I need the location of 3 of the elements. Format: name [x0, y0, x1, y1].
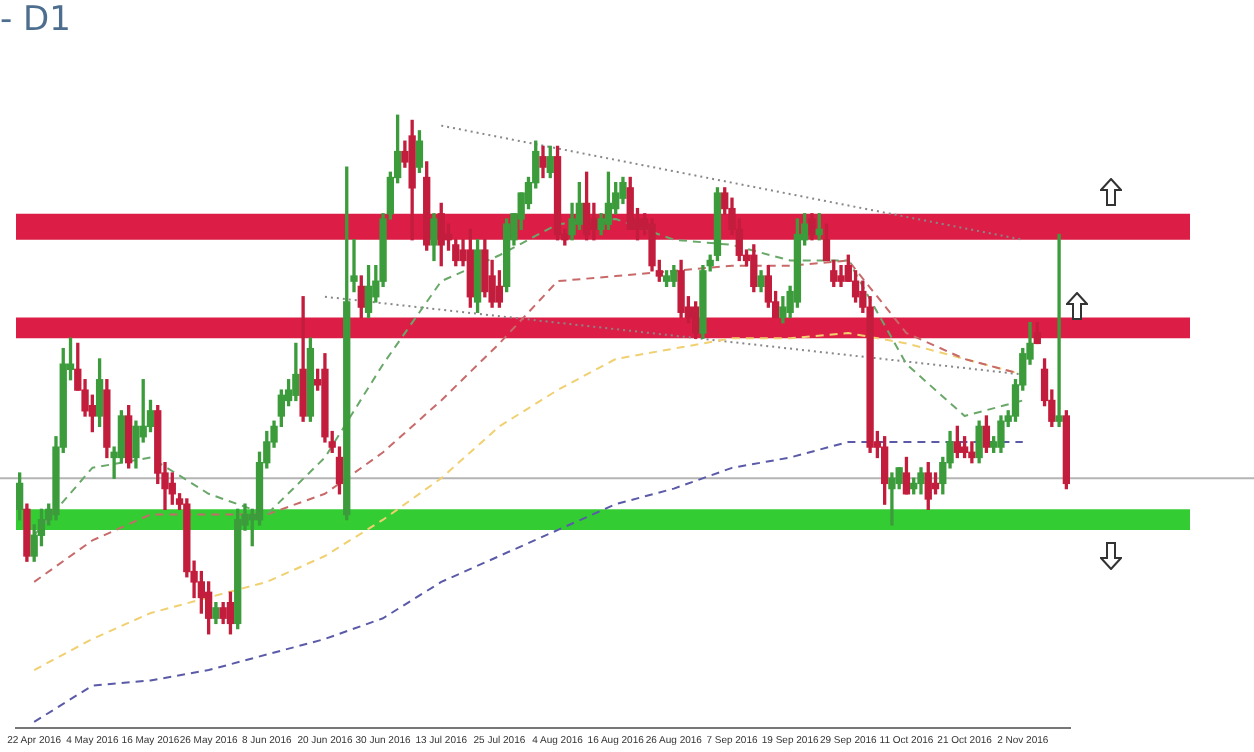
chart-title: - D1	[0, 0, 71, 40]
candlestick	[1055, 233, 1063, 428]
candlestick	[888, 472, 896, 526]
